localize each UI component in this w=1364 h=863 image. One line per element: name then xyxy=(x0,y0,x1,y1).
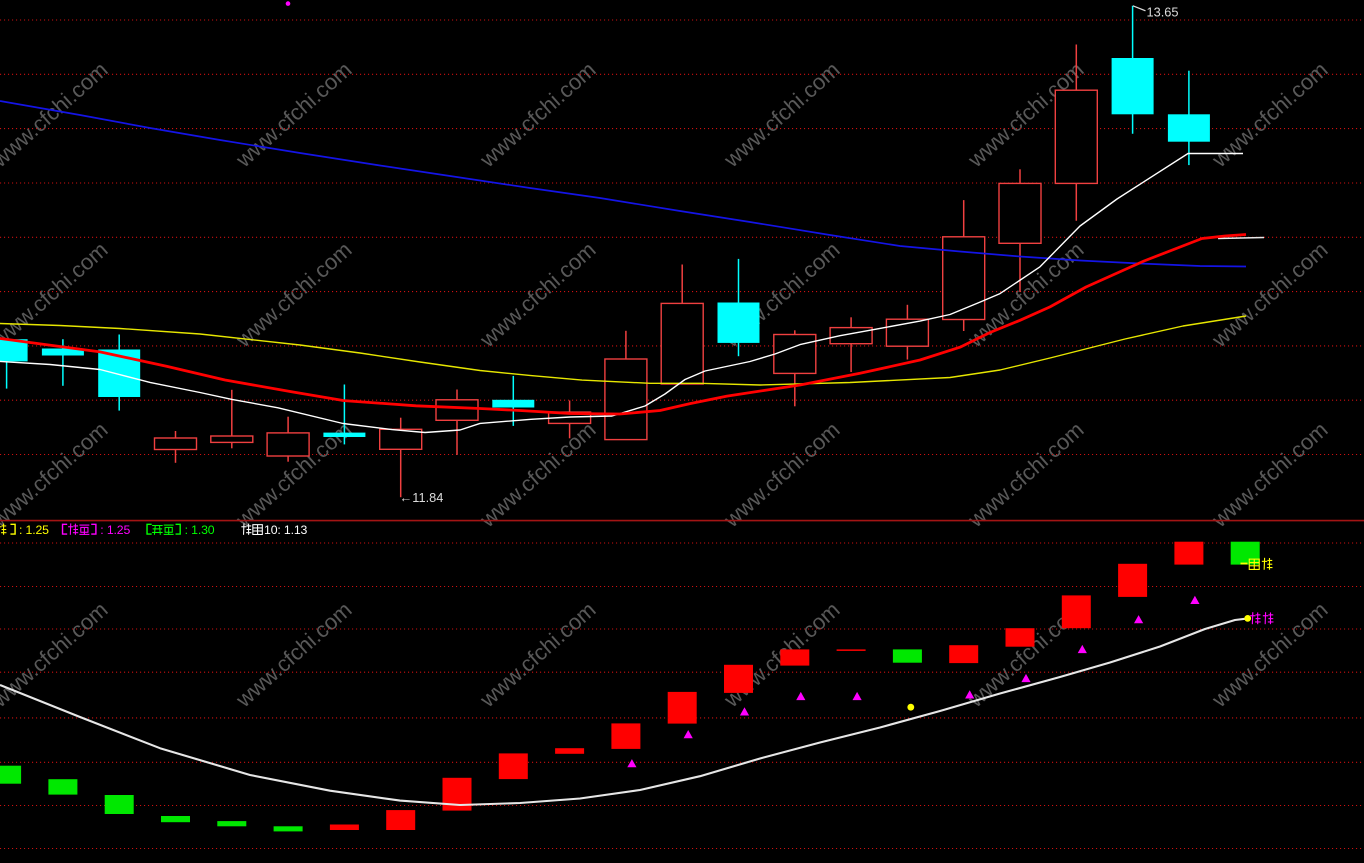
svg-text:www.cfchi.com: www.cfchi.com xyxy=(474,597,600,713)
svg-text:www.cfchi.com: www.cfchi.com xyxy=(718,57,844,173)
svg-text:www.cfchi.com: www.cfchi.com xyxy=(474,237,600,353)
svg-text:www.cfchi.com: www.cfchi.com xyxy=(1206,417,1332,533)
svg-text:10: 1.13: 10: 1.13 xyxy=(264,523,308,537)
svg-text:: 1.25: : 1.25 xyxy=(19,523,49,537)
svg-text:www.cfchi.com: www.cfchi.com xyxy=(230,57,356,173)
svg-text:www.cfchi.com: www.cfchi.com xyxy=(474,57,600,173)
svg-text:: 1.30: : 1.30 xyxy=(185,523,215,537)
svg-text:: 1.25: : 1.25 xyxy=(100,523,130,537)
svg-text:www.cfchi.com: www.cfchi.com xyxy=(230,237,356,353)
svg-text:www.cfchi.com: www.cfchi.com xyxy=(1206,597,1332,713)
svg-text:www.cfchi.com: www.cfchi.com xyxy=(230,597,356,713)
svg-text:www.cfchi.com: www.cfchi.com xyxy=(718,417,844,533)
svg-text:←11.84: ←11.84 xyxy=(400,490,444,505)
svg-text:www.cfchi.com: www.cfchi.com xyxy=(1206,57,1332,173)
svg-text:www.cfchi.com: www.cfchi.com xyxy=(0,237,113,353)
svg-text:www.cfchi.com: www.cfchi.com xyxy=(474,417,600,533)
svg-text:www.cfchi.com: www.cfchi.com xyxy=(0,417,113,533)
svg-text:13.65: 13.65 xyxy=(1147,4,1179,19)
svg-text:www.cfchi.com: www.cfchi.com xyxy=(1206,237,1332,353)
svg-text:www.cfchi.com: www.cfchi.com xyxy=(962,417,1088,533)
svg-text:www.cfchi.com: www.cfchi.com xyxy=(0,597,113,713)
